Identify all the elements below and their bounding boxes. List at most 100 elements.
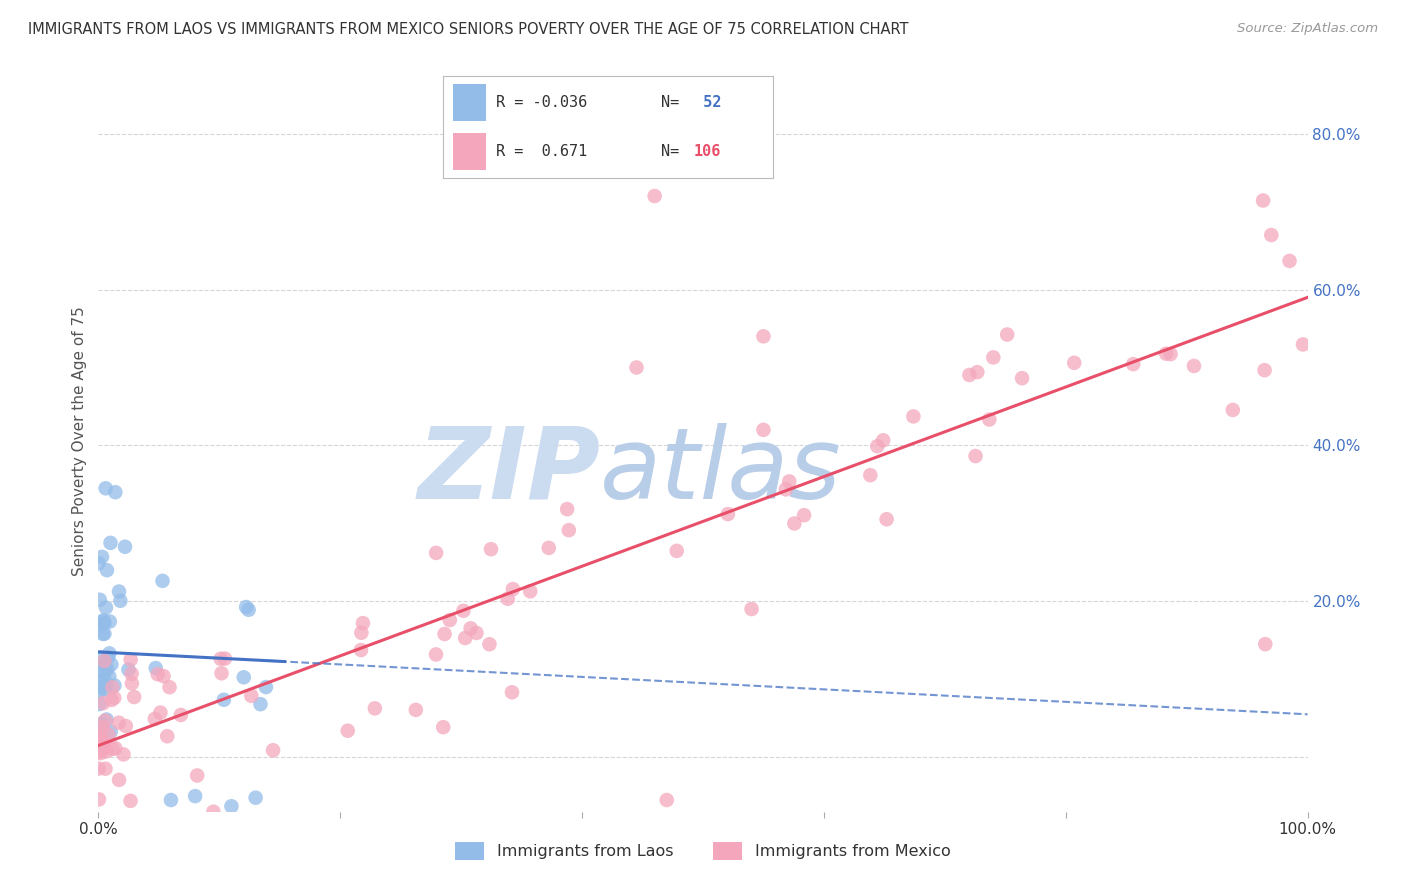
Point bbox=[1011, 371, 1033, 385]
Point bbox=[90, 746, 112, 760]
Point bbox=[91, 663, 114, 677]
Point bbox=[100, 657, 122, 672]
Point bbox=[96, 744, 118, 758]
Point bbox=[98, 615, 121, 629]
Point bbox=[103, 690, 125, 705]
Point bbox=[478, 637, 501, 651]
Point bbox=[112, 747, 135, 762]
Point bbox=[89, 684, 111, 698]
Point bbox=[87, 617, 110, 632]
Point bbox=[903, 409, 925, 424]
Point bbox=[619, 95, 641, 110]
Point bbox=[91, 741, 114, 756]
Point bbox=[93, 656, 115, 670]
Text: IMMIGRANTS FROM LAOS VS IMMIGRANTS FROM MEXICO SENIORS POVERTY OVER THE AGE OF 7: IMMIGRANTS FROM LAOS VS IMMIGRANTS FROM … bbox=[28, 22, 908, 37]
Point bbox=[104, 741, 127, 756]
Point bbox=[872, 434, 894, 448]
Point bbox=[143, 712, 166, 726]
Point bbox=[235, 600, 257, 615]
Y-axis label: Seniors Poverty Over the Age of 75: Seniors Poverty Over the Age of 75 bbox=[72, 307, 87, 576]
Point bbox=[120, 652, 142, 666]
Point bbox=[101, 742, 124, 756]
Bar bbox=[453, 84, 486, 121]
Point bbox=[145, 661, 167, 675]
Point bbox=[87, 681, 110, 695]
Point bbox=[350, 625, 373, 640]
Point bbox=[352, 616, 374, 631]
Point bbox=[212, 692, 235, 706]
Point bbox=[159, 680, 181, 694]
Point bbox=[100, 693, 122, 707]
Point bbox=[232, 670, 254, 684]
Point bbox=[425, 546, 447, 560]
Point bbox=[170, 708, 193, 723]
Point bbox=[537, 541, 560, 555]
Point bbox=[432, 720, 454, 734]
Point bbox=[100, 724, 122, 739]
Point bbox=[96, 713, 118, 727]
Point bbox=[211, 666, 233, 681]
Text: N=: N= bbox=[661, 145, 679, 160]
Point bbox=[117, 663, 139, 677]
Point bbox=[979, 412, 1001, 426]
Point bbox=[433, 627, 456, 641]
Point bbox=[783, 516, 806, 531]
Point bbox=[859, 468, 882, 483]
Point bbox=[214, 651, 236, 665]
Point bbox=[981, 351, 1004, 365]
Point bbox=[93, 665, 115, 680]
Point bbox=[91, 627, 114, 641]
Point bbox=[91, 696, 114, 710]
Point bbox=[626, 360, 648, 375]
Point bbox=[186, 768, 208, 782]
Point bbox=[93, 673, 115, 687]
Point bbox=[425, 648, 447, 662]
Point bbox=[364, 701, 387, 715]
Point bbox=[876, 512, 898, 526]
Point bbox=[775, 483, 797, 497]
Text: Source: ZipAtlas.com: Source: ZipAtlas.com bbox=[1237, 22, 1378, 36]
Point bbox=[97, 650, 120, 665]
Point bbox=[114, 540, 136, 554]
Point bbox=[87, 736, 110, 750]
Point bbox=[1063, 356, 1085, 370]
Point bbox=[479, 542, 502, 557]
Point bbox=[87, 674, 110, 689]
Point bbox=[89, 725, 111, 739]
Point bbox=[1253, 363, 1275, 377]
Point bbox=[146, 667, 169, 681]
Point bbox=[501, 685, 523, 699]
Point bbox=[156, 729, 179, 743]
Point bbox=[502, 582, 524, 596]
Point bbox=[93, 626, 115, 640]
Text: 106: 106 bbox=[695, 145, 721, 160]
Point bbox=[1292, 337, 1315, 351]
Point bbox=[121, 676, 143, 690]
Point bbox=[93, 616, 115, 631]
Point bbox=[1260, 227, 1282, 242]
Point bbox=[405, 703, 427, 717]
Point bbox=[752, 329, 775, 343]
Point bbox=[519, 584, 541, 599]
Point bbox=[1182, 359, 1205, 373]
Point bbox=[152, 669, 174, 683]
Text: 52: 52 bbox=[695, 95, 721, 110]
Text: ZIP: ZIP bbox=[418, 423, 600, 520]
Point bbox=[91, 549, 114, 564]
Point bbox=[336, 723, 359, 738]
Text: N=: N= bbox=[661, 95, 679, 110]
Point bbox=[87, 557, 110, 571]
Point bbox=[741, 602, 763, 616]
Point bbox=[655, 793, 678, 807]
Point bbox=[160, 793, 183, 807]
Point bbox=[93, 615, 115, 629]
Point bbox=[460, 621, 482, 635]
Point bbox=[202, 805, 225, 819]
Point bbox=[93, 682, 115, 697]
Point bbox=[94, 658, 117, 673]
Point bbox=[89, 697, 111, 711]
Point bbox=[454, 631, 477, 645]
Point bbox=[866, 439, 889, 453]
Point bbox=[1122, 357, 1144, 371]
Point bbox=[152, 574, 174, 588]
